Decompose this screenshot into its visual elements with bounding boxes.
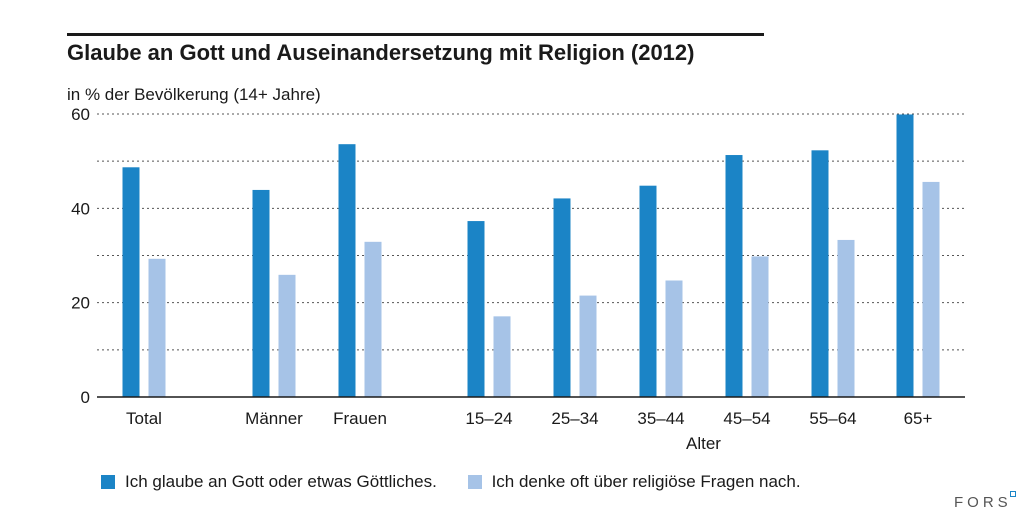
- x-tick-label: 35–44: [637, 409, 684, 428]
- chart-title: Glaube an Gott und Auseinandersetzung mi…: [67, 40, 695, 65]
- bar-think: [493, 316, 511, 397]
- y-tick-label: 0: [81, 388, 90, 407]
- legend-label-believe: Ich glaube an Gott oder etwas Göttliches…: [125, 472, 437, 491]
- x-tick-label: Frauen: [333, 409, 387, 428]
- x-tick-label: 55–64: [809, 409, 856, 428]
- x-tick-label: 25–34: [551, 409, 598, 428]
- bar-believe: [639, 185, 657, 397]
- x-tick-label: 15–24: [465, 409, 512, 428]
- bar-think: [665, 280, 683, 397]
- bar-believe: [811, 150, 829, 397]
- x-tick-label: Männer: [245, 409, 303, 428]
- bar-believe: [252, 189, 270, 397]
- title-rule: [67, 33, 764, 36]
- bar-think: [148, 258, 166, 397]
- legend-item-believe: Ich glaube an Gott oder etwas Göttliches…: [101, 472, 437, 492]
- y-tick-label: 20: [71, 294, 90, 313]
- bar-think: [922, 181, 940, 397]
- legend-item-think: Ich denke oft über religiöse Fragen nach…: [467, 472, 801, 492]
- logo-square-icon: [1010, 491, 1016, 497]
- bar-think: [278, 274, 296, 397]
- x-tick-label: 65+: [904, 409, 933, 428]
- x-tick-label: Total: [126, 409, 162, 428]
- x-tick-label: 45–54: [723, 409, 770, 428]
- x-axis-label: Alter: [686, 434, 721, 453]
- bar-believe: [467, 221, 485, 397]
- bar-think: [579, 295, 597, 397]
- legend-swatch-believe: [101, 475, 115, 489]
- legend: Ich glaube an Gott oder etwas Göttliches…: [101, 472, 827, 494]
- bar-chart: 0 20 40 60 Total Männer Frauen 15–24 25–34 35–44 4…: [71, 105, 965, 453]
- fors-logo: FORS: [954, 494, 1012, 511]
- bar-believe: [338, 144, 356, 397]
- y-tick-label: 60: [71, 105, 90, 124]
- bar-think: [837, 239, 855, 397]
- legend-label-think: Ich denke oft über religiöse Fragen nach…: [491, 472, 801, 491]
- chart-subtitle: in % der Bevölkerung (14+ Jahre): [67, 85, 321, 104]
- bar-believe: [725, 155, 743, 397]
- bar-believe: [553, 198, 571, 397]
- legend-swatch-think: [467, 475, 482, 489]
- bar-think: [364, 241, 382, 397]
- bar-believe: [896, 114, 914, 397]
- bar-believe: [122, 167, 140, 397]
- y-tick-label: 40: [71, 199, 90, 218]
- bar-think: [751, 256, 769, 397]
